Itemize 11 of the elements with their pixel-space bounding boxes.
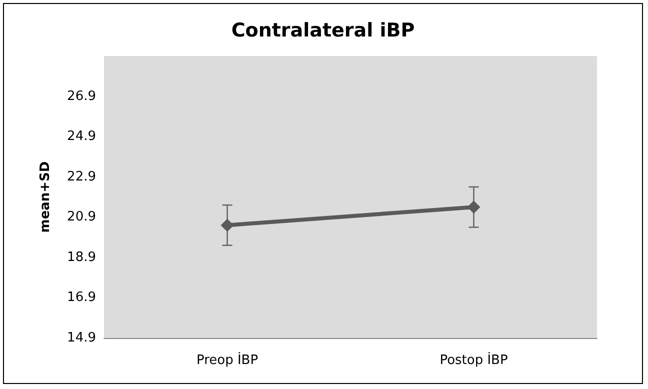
y-tick-label: 14.9 — [67, 330, 96, 346]
y-axis-title: mean+SD — [38, 161, 53, 233]
y-tick-label: 26.9 — [67, 88, 96, 104]
x-tick-label: Preop İBP — [196, 352, 258, 368]
y-tick-label: 16.9 — [67, 290, 96, 306]
x-tick-label: Postop İBP — [440, 352, 508, 368]
y-tick-label: 24.9 — [67, 129, 96, 144]
y-tick-label: 22.9 — [67, 169, 96, 184]
y-tick-label: 18.9 — [67, 250, 96, 265]
y-tick-label: 20.9 — [67, 210, 96, 225]
chart-title: Contralateral iBP — [231, 20, 415, 42]
